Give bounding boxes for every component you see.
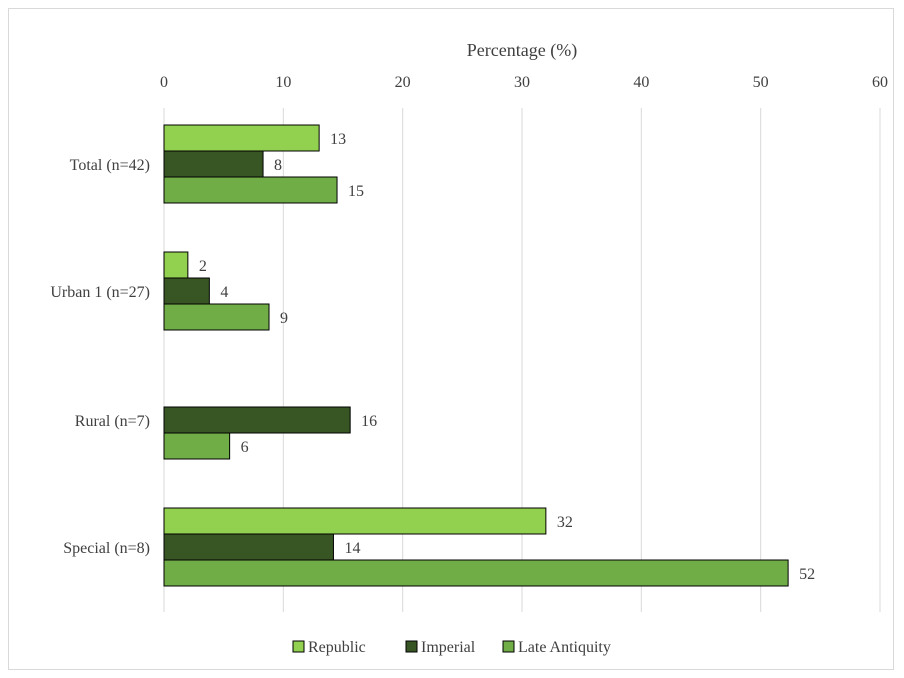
data-label: 4 [220,284,228,301]
bar-imperial [163,406,351,434]
data-label: 2 [199,258,207,275]
data-label: 52 [799,566,815,583]
data-label: 14 [344,540,360,557]
data-label: 15 [348,183,364,200]
legend-label: Late Antiquity [518,639,611,656]
bar-late-antiquity [163,303,270,331]
data-label: 8 [274,157,282,174]
bar-late-antiquity [163,176,338,204]
chart-frame: Percentage (%) 0 10 20 30 40 50 60 Total (n=42) U… [8,8,894,670]
bar-chart: Percentage (%) 0 10 20 30 40 50 60 Total (n=42) U… [50,40,888,656]
x-tick-label: 50 [753,74,769,91]
data-label: 16 [361,413,377,430]
data-label: 9 [280,310,288,327]
legend-swatch [502,640,515,653]
legend-label: Republic [308,639,366,656]
bar-imperial [163,150,264,178]
category-label: Urban 1 (n=27) [50,284,150,301]
legend-swatch [292,640,305,653]
data-label: 13 [330,131,346,148]
x-tick-label: 20 [395,74,411,91]
legend-label: Imperial [421,639,476,656]
bar-late-antiquity [163,559,789,587]
category-label: Rural (n=7) [75,413,150,430]
data-label: 32 [557,514,573,531]
x-tick-label: 0 [160,74,168,91]
x-tick-label: 60 [872,74,888,91]
bar-imperial [163,533,334,561]
bar-imperial [163,277,210,305]
legend-swatch [405,640,418,653]
x-tick-label: 40 [633,74,649,91]
category-label: Special (n=8) [63,540,150,557]
bar-late-antiquity [163,432,231,460]
data-label: 6 [241,439,249,456]
bar-republic [163,507,547,535]
x-tick-label: 10 [275,74,291,91]
category-label: Total (n=42) [70,157,150,174]
x-axis-title: Percentage (%) [467,40,577,61]
x-tick-label: 30 [514,74,530,91]
bar-republic [163,124,320,152]
bar-republic [163,251,189,279]
